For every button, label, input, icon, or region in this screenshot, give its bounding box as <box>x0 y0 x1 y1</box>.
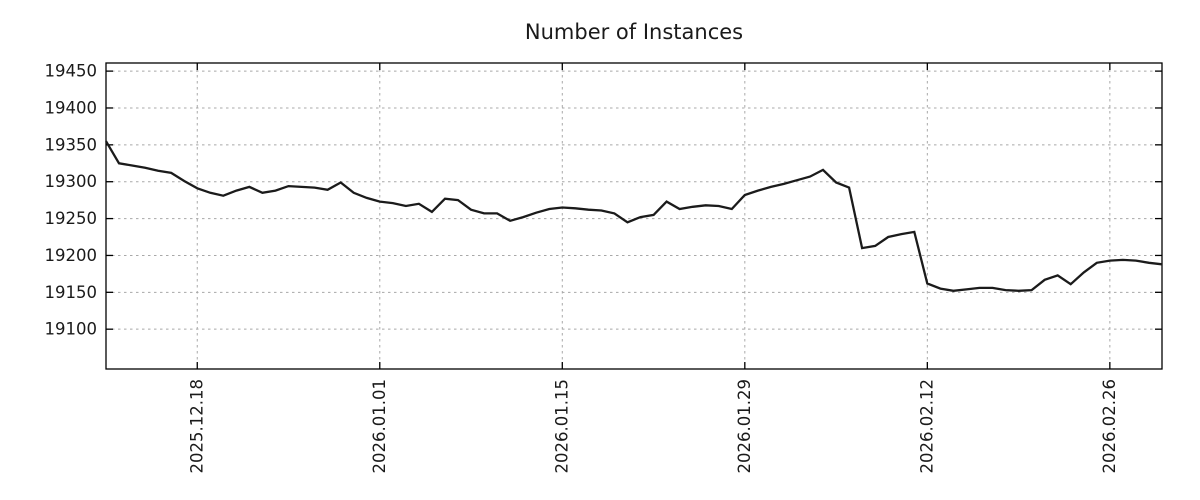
x-tick-label: 2025.12.18 <box>187 379 206 473</box>
y-tick-label: 19400 <box>45 98 98 117</box>
data-line <box>105 140 1163 292</box>
chart-title: Number of Instances <box>525 20 743 44</box>
y-tick-label: 19450 <box>45 62 98 81</box>
x-tick-label: 2026.01.15 <box>552 379 571 473</box>
y-tick-label: 19250 <box>45 209 98 228</box>
x-tick-label: 2026.01.29 <box>735 379 754 473</box>
x-tick-label: 2026.01.01 <box>370 379 389 473</box>
y-tick-label: 19350 <box>45 135 98 154</box>
axis-layer <box>105 62 1163 370</box>
y-tick-label: 19200 <box>45 246 98 265</box>
label-layer: 19100 19150 19200 19250 19300 19350 19400 19450… <box>45 62 1119 474</box>
x-tick-label: 2026.02.12 <box>917 379 936 473</box>
series-layer <box>105 140 1163 292</box>
grid-layer <box>106 63 1162 369</box>
y-tick-label: 19300 <box>45 172 98 191</box>
y-tick-label: 19100 <box>45 320 98 339</box>
y-tick-label: 19150 <box>45 283 98 302</box>
x-tick-label: 2026.02.26 <box>1100 379 1119 473</box>
plot-border <box>105 62 1163 370</box>
